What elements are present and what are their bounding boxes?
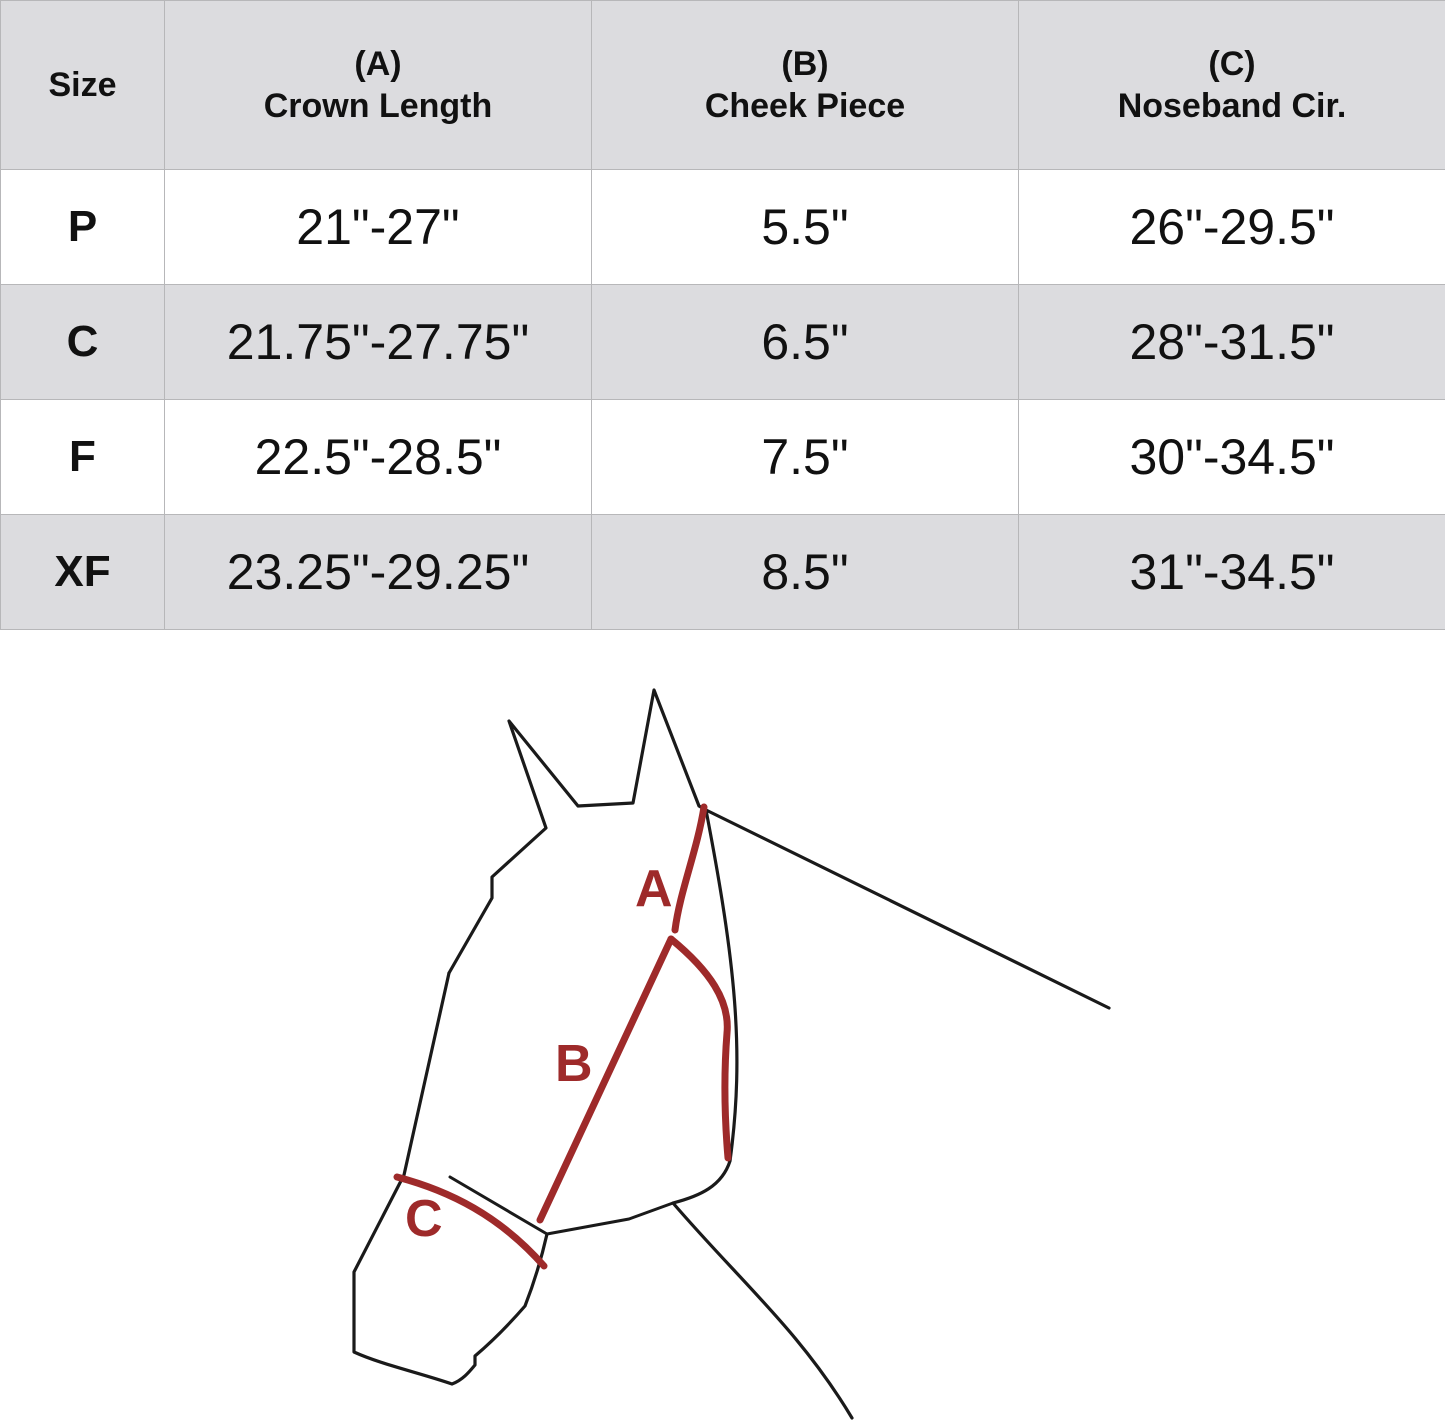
svg-text:A: A [635,860,673,918]
svg-text:B: B [555,1035,593,1093]
svg-text:C: C [405,1190,443,1248]
